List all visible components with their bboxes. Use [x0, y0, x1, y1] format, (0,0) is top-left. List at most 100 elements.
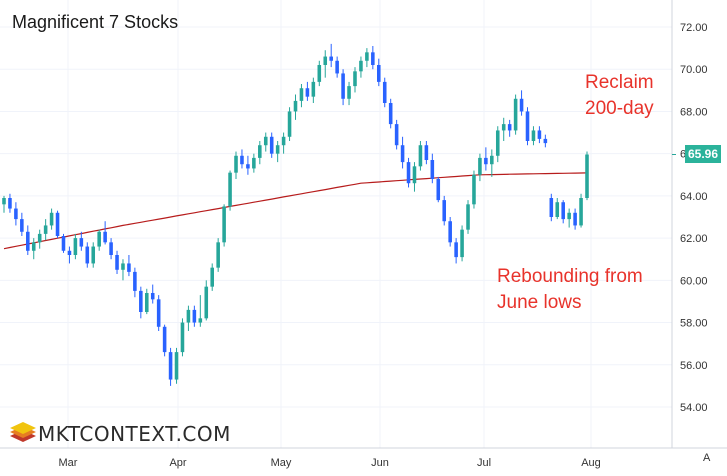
candle-body	[579, 198, 583, 226]
auto-scale-toggle[interactable]: A	[703, 452, 711, 464]
candle-body	[418, 145, 423, 167]
candle-body	[424, 145, 429, 160]
candle-body	[150, 293, 155, 300]
candle	[139, 286, 143, 319]
candle	[478, 153, 482, 182]
candle-body	[466, 204, 470, 230]
candle-body	[20, 219, 24, 232]
y-tick-label: 60.00	[680, 275, 708, 287]
candle	[228, 170, 232, 211]
candle-body	[507, 124, 512, 131]
candle	[133, 267, 137, 298]
candle-body	[347, 86, 351, 99]
y-tick-label: 68.00	[680, 106, 708, 118]
candle-body	[198, 318, 203, 323]
candle-body	[561, 202, 565, 220]
candle-body	[258, 145, 262, 158]
candle-body	[43, 225, 48, 234]
candle-body	[537, 130, 542, 139]
candle	[121, 259, 125, 281]
candle	[281, 132, 286, 154]
logo-text: MKTCONTEXT.COM	[38, 422, 231, 446]
candle-body	[412, 166, 417, 184]
candle	[412, 162, 417, 192]
candle-body	[543, 138, 548, 144]
candle-body	[293, 100, 298, 112]
candles	[2, 43, 589, 386]
candle-body	[472, 174, 476, 205]
candle	[430, 153, 435, 184]
candle	[37, 229, 42, 249]
candle	[353, 67, 357, 93]
candle-body	[365, 52, 369, 61]
x-tick-label: Jul	[477, 457, 491, 469]
candle	[513, 94, 518, 135]
candle	[293, 94, 298, 120]
candle-body	[555, 202, 560, 217]
candle	[263, 132, 268, 152]
candle	[127, 255, 131, 277]
candle-body	[168, 352, 173, 380]
candle	[365, 48, 369, 68]
candle	[472, 170, 476, 209]
candle-body	[501, 124, 506, 131]
candle	[275, 141, 280, 163]
candle	[400, 136, 405, 169]
candle	[269, 132, 274, 158]
candle	[543, 134, 548, 148]
candle	[246, 155, 250, 175]
candle-body	[454, 242, 458, 258]
candle-body	[127, 263, 131, 272]
candle-body	[26, 231, 30, 251]
moving-average	[3, 172, 588, 250]
candle	[91, 242, 96, 268]
candle-body	[234, 155, 238, 173]
candle-body	[31, 242, 36, 251]
candle	[43, 219, 48, 241]
y-tick-label: 70.00	[680, 64, 708, 76]
candle-body	[156, 299, 161, 327]
candle	[418, 141, 423, 171]
x-tick-label: Apr	[169, 457, 186, 469]
candle-body	[55, 212, 60, 236]
candle-body	[186, 309, 191, 323]
candle-body	[240, 155, 244, 165]
candle	[85, 242, 90, 268]
annotation-rebound: Rebounding from June lows	[497, 264, 643, 316]
candle	[555, 198, 560, 220]
candle-body	[228, 172, 232, 207]
candle	[442, 195, 447, 226]
candle	[448, 217, 452, 247]
x-tick-label: May	[271, 457, 292, 469]
candle-body	[49, 212, 54, 226]
x-tick-label: Aug	[581, 457, 601, 469]
candle	[317, 60, 322, 87]
candle	[531, 126, 536, 146]
candle-body	[204, 286, 209, 319]
candle	[323, 50, 328, 78]
candle-body	[359, 60, 363, 72]
candle-body	[2, 198, 6, 205]
candle	[192, 305, 197, 327]
annotation-line: Reclaim	[585, 72, 654, 93]
candle-body	[299, 88, 304, 101]
annotation-line: June lows	[497, 292, 582, 313]
candle	[388, 98, 393, 129]
candle	[299, 84, 304, 108]
last-price-tag: 65.96	[685, 145, 721, 163]
candle	[115, 250, 119, 274]
candle	[573, 208, 577, 230]
candle-body	[495, 130, 500, 156]
candle-body	[394, 124, 399, 146]
candle	[252, 153, 256, 173]
candle-body	[311, 81, 316, 97]
candle	[168, 347, 173, 386]
candle-body	[287, 111, 292, 137]
candle-body	[222, 206, 226, 243]
candle	[8, 193, 12, 213]
candle-body	[109, 242, 113, 255]
candle-body	[8, 198, 12, 209]
y-tick-label: 72.00	[680, 22, 708, 34]
